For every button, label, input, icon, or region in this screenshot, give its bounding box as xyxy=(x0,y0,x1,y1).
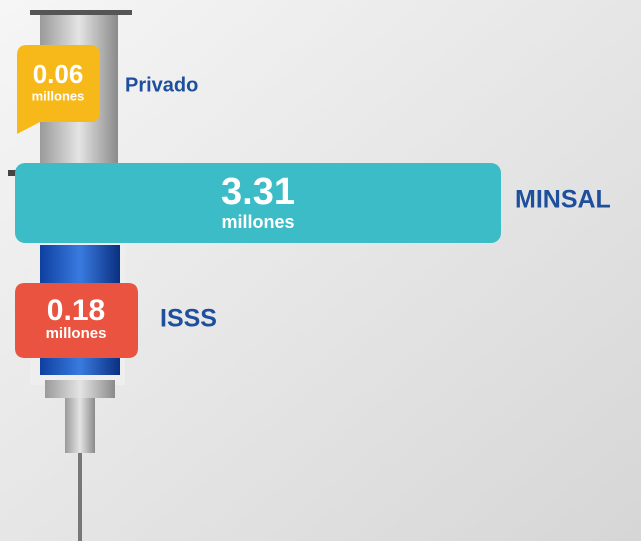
label: Privado xyxy=(125,74,198,96)
value: 0.06 xyxy=(33,59,84,89)
unit: millones xyxy=(46,325,107,342)
unit: millones xyxy=(221,212,294,232)
label: MINSAL xyxy=(515,186,611,214)
value: 3.31 xyxy=(221,171,295,213)
page: {"items": [ {"value": 0.06, "unit": "mil… xyxy=(0,0,641,541)
infographic: 0.06 millones Privado 3.31 millones MINS… xyxy=(0,0,641,541)
unit: millones xyxy=(32,88,85,103)
value: 0.18 xyxy=(47,294,105,327)
label: ISSS xyxy=(160,305,217,333)
